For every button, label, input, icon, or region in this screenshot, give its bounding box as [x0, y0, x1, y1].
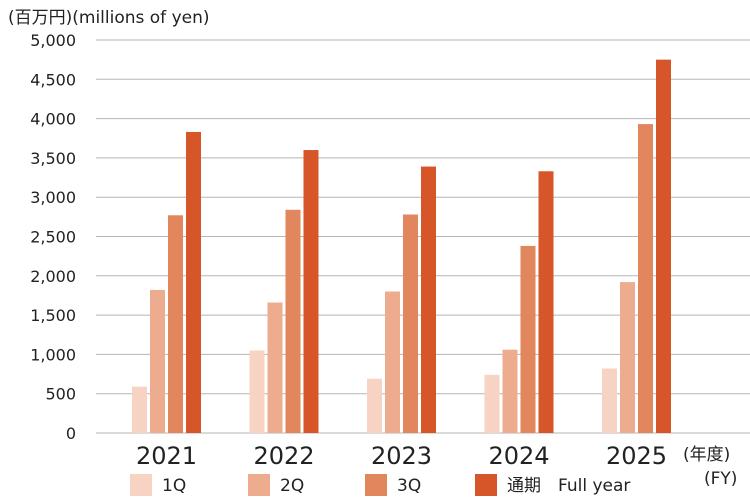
y-tick-label: 2,000 [30, 267, 76, 286]
x-tick-label: 2023 [371, 442, 432, 470]
x-tick-label: 2021 [136, 442, 197, 470]
x-tick-label: 2024 [488, 442, 549, 470]
bar [303, 150, 319, 434]
x-axis-unit-label-ja: (年度) [683, 445, 730, 465]
legend-label: 3Q [397, 476, 421, 496]
legend-swatch [365, 474, 387, 496]
bars [132, 59, 671, 434]
y-tick-label: 3,000 [30, 188, 76, 207]
bar [502, 349, 518, 433]
y-tick-label: 1,000 [30, 345, 76, 364]
y-tick-label: 5,000 [30, 31, 76, 50]
bar [150, 289, 165, 433]
x-tick-labels: 2021 2022 2023 2024 2025 [136, 442, 667, 470]
x-tick-label: 2022 [253, 442, 314, 470]
bar [285, 209, 301, 433]
bar [421, 166, 436, 433]
bar [656, 59, 671, 434]
legend-label: 2Q [280, 476, 304, 496]
bar [168, 215, 183, 433]
bar [249, 350, 265, 433]
y-tick-label: 2,500 [30, 228, 76, 247]
bar [403, 214, 418, 433]
y-tick-label: 0 [66, 424, 76, 443]
x-axis-unit-label-en: (FY) [704, 469, 737, 489]
legend-label: 通期 Full year [507, 476, 630, 496]
y-tick-label: 500 [45, 385, 76, 404]
legend-label: 1Q [162, 476, 186, 496]
y-axis-unit-label: (百万円)(millions of yen) [8, 8, 210, 28]
bar [186, 131, 201, 433]
x-tick-label: 2025 [606, 442, 667, 470]
y-tick-label: 4,500 [30, 70, 76, 89]
bar [267, 302, 283, 433]
bar [385, 291, 400, 433]
bar [367, 378, 382, 433]
legend: 1Q 2Q 3Q 通期 Full year [130, 474, 630, 496]
bar [484, 374, 500, 433]
y-tick-label: 3,500 [30, 149, 76, 168]
legend-swatch [130, 474, 152, 496]
bar [132, 386, 147, 433]
legend-swatch [248, 474, 270, 496]
bar [638, 124, 653, 434]
y-tick-label: 4,000 [30, 110, 76, 129]
y-tick-label: 1,500 [30, 306, 76, 325]
legend-swatch [475, 474, 497, 496]
bar [520, 245, 536, 433]
bar [538, 171, 554, 433]
bar [602, 368, 617, 433]
y-tick-labels: 0 500 1,000 1,500 2,000 2,500 3,000 3,500 4,000 4… [30, 31, 76, 443]
bar [620, 282, 635, 433]
